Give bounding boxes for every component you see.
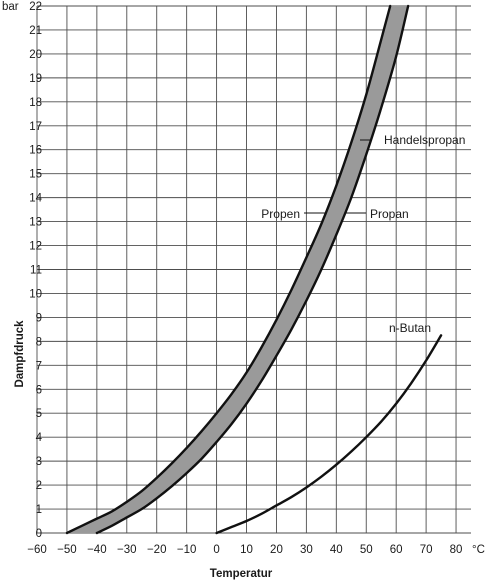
y-tick-label: 7 — [36, 360, 42, 372]
y-tick-label: 19 — [29, 73, 42, 85]
x-tick-label: 50 — [360, 544, 373, 556]
y-tick-label: 15 — [29, 169, 42, 181]
x-tick-label: −30 — [117, 544, 137, 556]
x-tick-label: 60 — [390, 544, 403, 556]
grid — [36, 5, 471, 534]
x-tick-label: −10 — [177, 544, 197, 556]
curves — [65, 4, 443, 535]
annotation-leaders — [304, 139, 371, 214]
y-tick-label: 11 — [30, 265, 42, 277]
annotation-propen: Propen — [261, 207, 300, 221]
y-tick-label: 12 — [29, 241, 42, 253]
y-unit-label: bar — [2, 1, 19, 13]
y-tick-label: 4 — [36, 432, 43, 444]
x-tick-label: 20 — [270, 544, 283, 556]
x-tick-label: 40 — [330, 544, 343, 556]
x-tick-label: 80 — [450, 544, 463, 556]
series-line-propen — [65, 4, 392, 535]
y-tick-label: 18 — [29, 97, 42, 109]
x-tick-label: −20 — [147, 544, 167, 556]
x-tick-label: −40 — [87, 544, 107, 556]
y-tick-label: 16 — [29, 145, 42, 157]
y-tick-label: 17 — [29, 121, 42, 133]
y-axis-title: Dampfdruck — [14, 320, 26, 388]
y-tick-label: 1 — [36, 504, 42, 516]
y-tick-label: 0 — [36, 528, 42, 540]
y-tick-label: 9 — [36, 312, 42, 324]
x-tick-label: −50 — [57, 544, 77, 556]
y-tick-label: 2 — [36, 480, 42, 492]
y-tick-label: 5 — [36, 408, 42, 420]
x-tick-label: 0 — [213, 544, 219, 556]
series-line-propan — [95, 4, 410, 535]
y-tick-label: 20 — [29, 49, 42, 61]
y-tick-label: 22 — [29, 1, 42, 13]
series-line-n-butan — [215, 334, 443, 535]
x-tick-label: 70 — [420, 544, 433, 556]
annotation-propan: Propan — [370, 207, 409, 221]
y-tick-label: 14 — [29, 193, 42, 205]
y-tick-label: 3 — [36, 456, 42, 468]
x-tick-label: 10 — [240, 544, 253, 556]
y-tick-label: 6 — [36, 384, 42, 396]
annotation-n-butan: n-Butan — [389, 321, 431, 335]
y-tick-label: 10 — [29, 288, 42, 300]
x-unit-label: °C — [472, 544, 485, 556]
tick-labels: −60 −50 −40 −30 −20 −10 0 10 20 30 40 50 60 70 8001234… — [27, 1, 462, 556]
y-tick-label: 21 — [29, 25, 42, 37]
x-tick-label: −60 — [27, 544, 47, 556]
annotation-handelspropan: Handelspropan — [384, 133, 465, 147]
y-tick-label: 13 — [29, 217, 42, 229]
x-tick-label: 30 — [300, 544, 313, 556]
x-axis-title: Temperatur — [210, 568, 273, 580]
y-tick-label: 8 — [36, 336, 42, 348]
